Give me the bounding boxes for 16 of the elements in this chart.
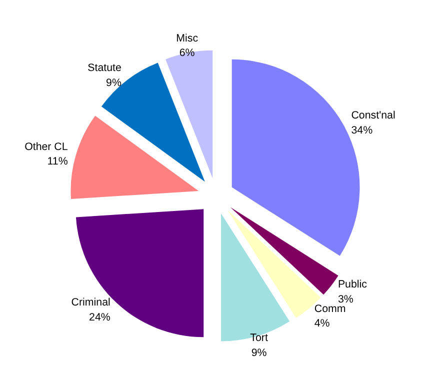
slice-label: Const'nal <box>351 110 396 122</box>
slice-label: Criminal <box>71 296 110 308</box>
data-label: 9% <box>251 346 268 359</box>
slice-label: Misc <box>176 32 199 44</box>
slice-label: Tort <box>250 332 268 344</box>
data-label: 4% <box>314 318 330 330</box>
slice-label: Public <box>338 278 368 291</box>
data-label: 9% <box>106 76 122 89</box>
data-label: 24% <box>89 311 111 324</box>
data-label: 34% <box>351 124 374 136</box>
slice-label: Statute <box>88 62 122 74</box>
data-label: 11% <box>47 156 68 168</box>
slice-label: Other CL <box>24 140 68 153</box>
slice-label: Comm <box>314 302 346 315</box>
data-label: 6% <box>179 47 196 60</box>
data-label: 3% <box>338 293 354 306</box>
